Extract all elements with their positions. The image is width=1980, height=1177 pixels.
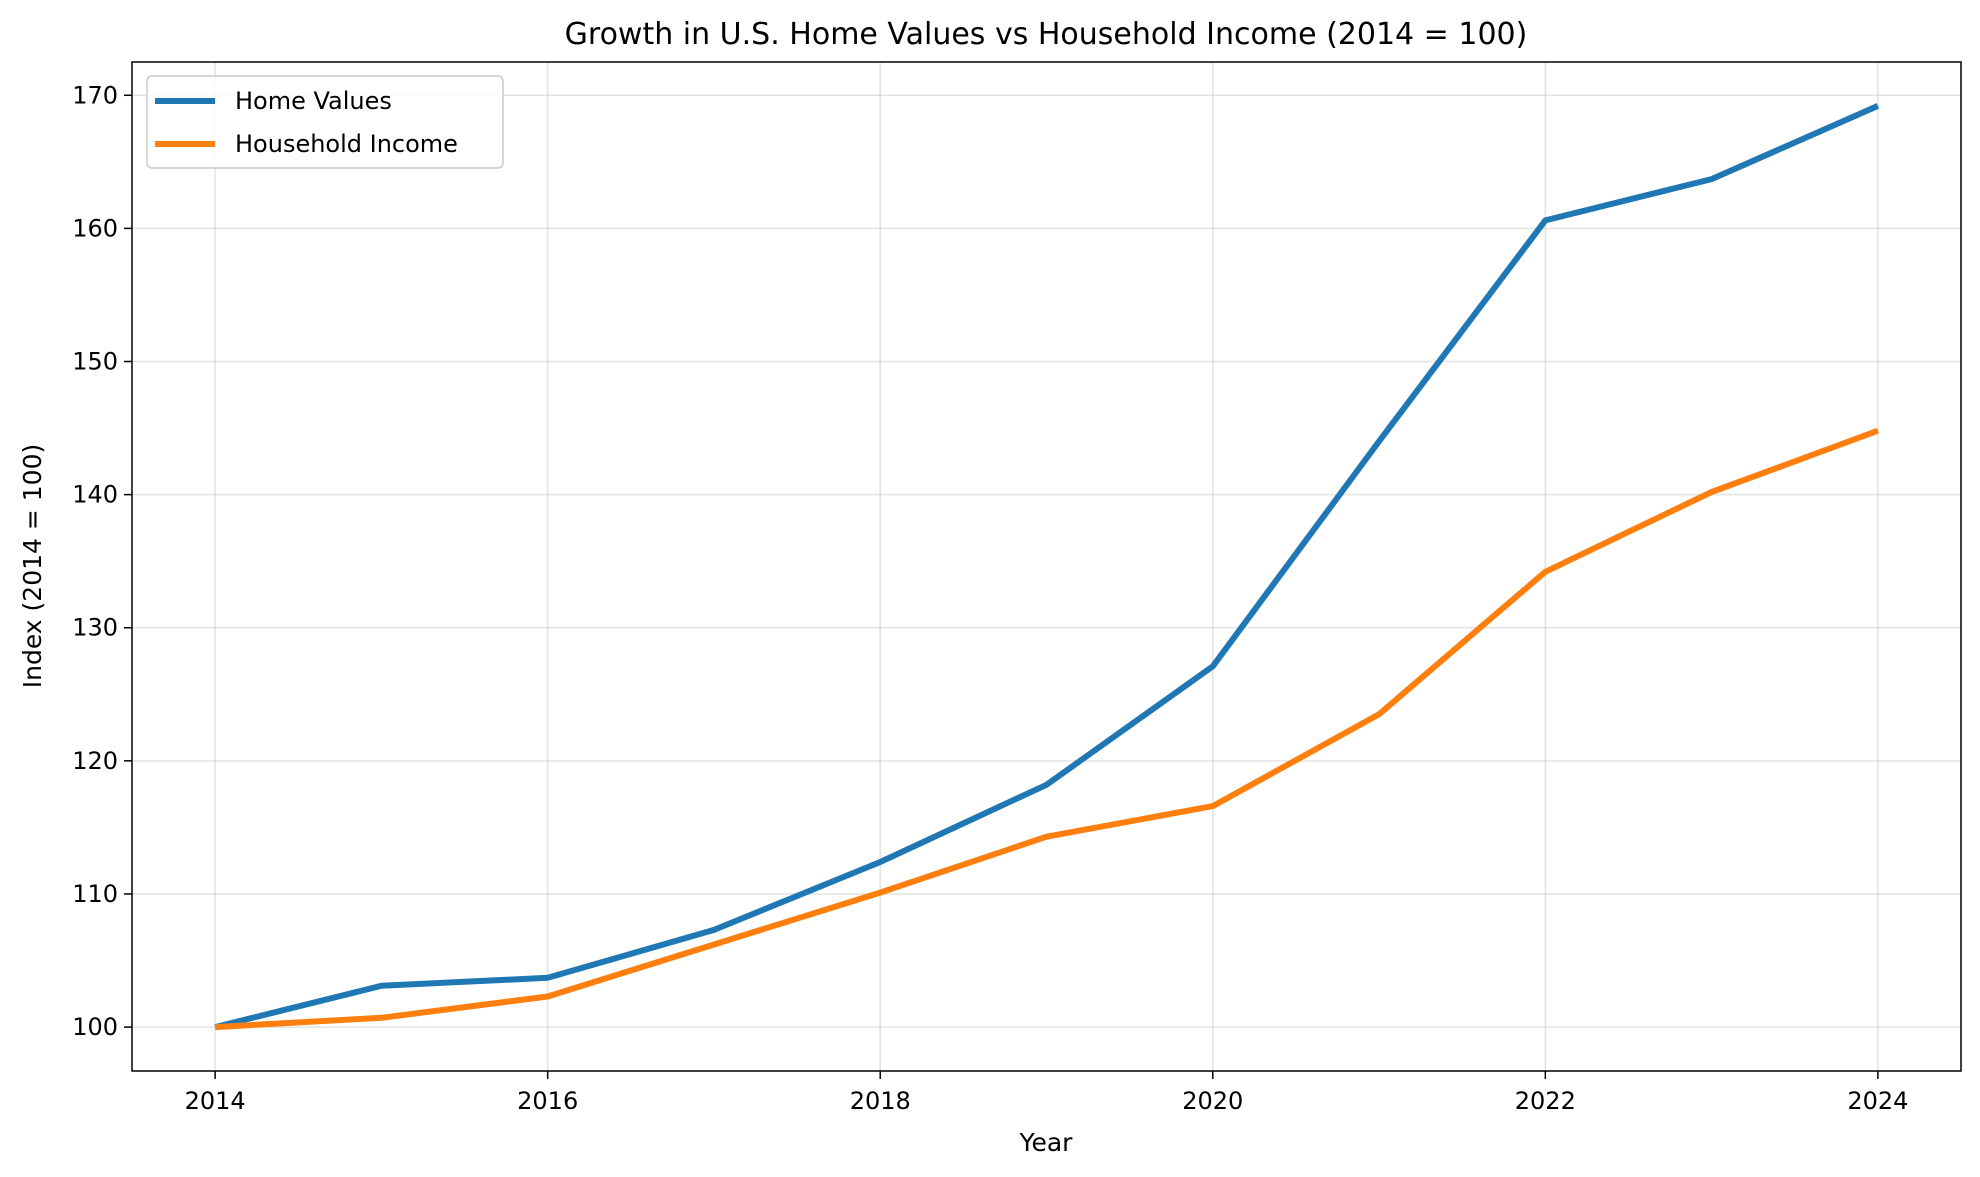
- x-tick-label: 2020: [1182, 1087, 1243, 1115]
- legend-box: [146, 75, 504, 169]
- chart-title: Growth in U.S. Home Values vs Household …: [565, 17, 1528, 52]
- legend: Home Values Household Income: [146, 75, 504, 169]
- x-tick-label: 2014: [185, 1087, 246, 1115]
- y-tick-label: 160: [72, 214, 118, 242]
- plot-area-frame: [131, 61, 1962, 1072]
- y-tick-label: 150: [72, 348, 118, 376]
- x-tick-label: 2022: [1515, 1087, 1576, 1115]
- x-axis: 2014 2016 2018 2020 2022 2024: [185, 1071, 1908, 1115]
- x-tick-label: 2016: [517, 1087, 578, 1115]
- y-tick-label: 100: [72, 1013, 118, 1041]
- y-axis-label: Index (2014 = 100): [18, 444, 47, 688]
- y-tick-label: 110: [72, 880, 118, 908]
- legend-label: Home Values: [235, 87, 392, 115]
- gridlines: [132, 62, 1961, 1071]
- series-lines: [214, 103, 1880, 1031]
- series-line-household-income: [214, 427, 1879, 1031]
- y-axis: 100 110 120 130 140 150 160 170: [72, 81, 132, 1041]
- y-tick-label: 140: [72, 481, 118, 509]
- y-tick-label: 130: [72, 614, 118, 642]
- y-tick-label: 120: [72, 747, 118, 775]
- legend-label: Household Income: [235, 130, 458, 158]
- y-tick-label: 170: [72, 81, 118, 109]
- x-tick-label: 2024: [1847, 1087, 1908, 1115]
- x-tick-label: 2018: [850, 1087, 911, 1115]
- series-line-home-values: [214, 103, 1880, 1031]
- x-axis-label: Year: [1019, 1128, 1074, 1157]
